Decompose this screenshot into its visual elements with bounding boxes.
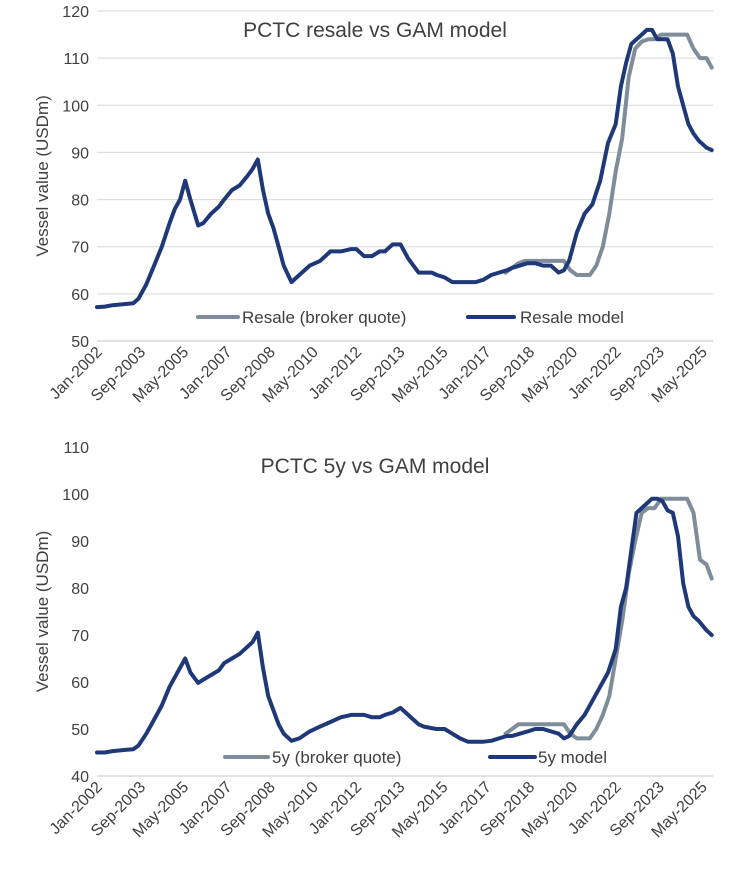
y-tick-label: 90 bbox=[71, 534, 89, 551]
y-tick-label: 70 bbox=[71, 628, 89, 645]
y-axis-title: Vessel value (USDm) bbox=[33, 531, 52, 693]
series-line-model bbox=[95, 27, 714, 310]
resale-chart-panel: 5060708090100110120Jan-2002Sep-2003May-2… bbox=[33, 4, 714, 406]
y-tick-label: 50 bbox=[71, 334, 89, 351]
y-tick-label: 120 bbox=[62, 4, 89, 21]
series-line-broker-quote bbox=[503, 32, 714, 277]
y-tick-label: 60 bbox=[71, 287, 89, 304]
y-tick-label: 60 bbox=[71, 675, 89, 692]
chart-title: PCTC resale vs GAM model bbox=[243, 19, 507, 42]
y-tick-label: 70 bbox=[71, 240, 89, 257]
y-tick-label: 80 bbox=[71, 581, 89, 598]
legend-label: Resale (broker quote) bbox=[242, 308, 406, 327]
legend-label: Resale model bbox=[520, 308, 624, 327]
y-tick-label: 90 bbox=[71, 145, 89, 162]
five-year-chart-panel: 405060708090100110Jan-2002Sep-2003May-20… bbox=[33, 440, 714, 841]
series-line-broker-quote bbox=[503, 496, 714, 741]
legend-label: 5y (broker quote) bbox=[272, 748, 401, 767]
series-line-model bbox=[95, 496, 714, 755]
y-tick-label: 50 bbox=[71, 722, 89, 739]
y-tick-label: 40 bbox=[71, 769, 89, 786]
legend-label: 5y model bbox=[538, 748, 607, 767]
y-tick-label: 100 bbox=[62, 98, 89, 115]
y-axis-title: Vessel value (USDm) bbox=[33, 95, 52, 257]
y-tick-label: 80 bbox=[71, 193, 89, 210]
y-tick-label: 110 bbox=[63, 440, 89, 457]
y-tick-label: 110 bbox=[63, 51, 89, 68]
chart-title: PCTC 5y vs GAM model bbox=[261, 455, 490, 478]
y-tick-label: 100 bbox=[62, 487, 89, 504]
